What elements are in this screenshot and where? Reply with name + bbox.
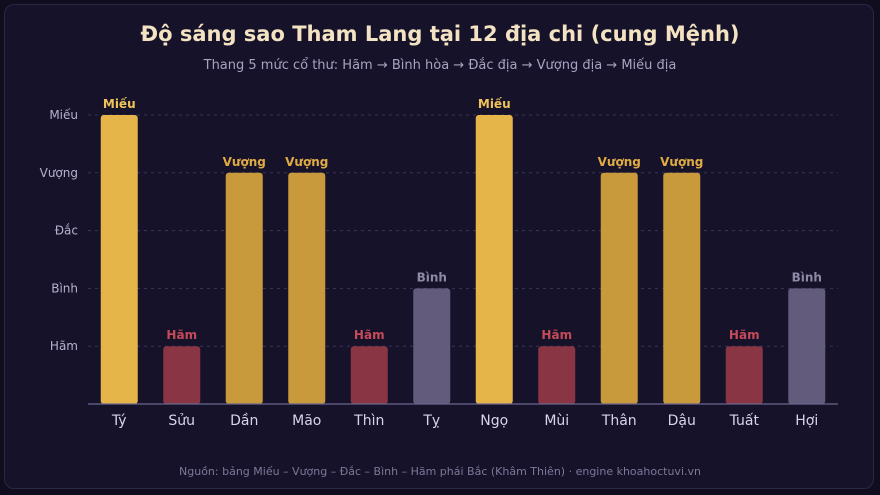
data-label: Vượng bbox=[660, 155, 703, 169]
y-tick-labels: Hãm Bình Đắc Vượng Miếu bbox=[40, 108, 78, 353]
x-tick-label: Dần bbox=[230, 413, 258, 429]
x-tick-label: Mão bbox=[292, 413, 321, 429]
bar-4 bbox=[288, 172, 326, 404]
y-tick-label: Hãm bbox=[50, 339, 78, 353]
bar-1 bbox=[100, 115, 138, 404]
bar-5 bbox=[350, 346, 388, 404]
x-tick-label: Sửu bbox=[168, 413, 195, 429]
chart-title: Độ sáng sao Tham Lang tại 12 địa chi (cu… bbox=[140, 22, 740, 46]
data-label: Bình bbox=[792, 270, 822, 284]
data-label: Hãm bbox=[354, 328, 385, 342]
x-tick-label: Mùi bbox=[544, 413, 569, 429]
chart-frame bbox=[4, 4, 874, 489]
x-tick-label: Ngọ bbox=[480, 413, 508, 429]
chart-source: Nguồn: bảng Miếu – Vượng – Đắc – Bình – … bbox=[179, 465, 701, 478]
y-tick-label: Vượng bbox=[40, 166, 78, 180]
x-tick-label: Hợi bbox=[795, 413, 818, 429]
chart-subtitle: Thang 5 mức cổ thư: Hãm → Bình hòa → Đắc… bbox=[203, 58, 677, 73]
x-tick-label: Dậu bbox=[668, 413, 696, 429]
y-tick-label: Miếu bbox=[49, 108, 78, 122]
data-label: Hãm bbox=[166, 328, 197, 342]
x-tick-label: Thìn bbox=[353, 413, 384, 429]
bar-10 bbox=[663, 172, 701, 404]
data-labels: Miếu Hãm Vượng Vượng Hãm Bình Miếu Hãm Vượng Vượn… bbox=[103, 97, 822, 342]
bar-7 bbox=[475, 115, 513, 404]
bar-2 bbox=[163, 346, 201, 404]
data-label: Vượng bbox=[598, 155, 641, 169]
x-tick-label: Thân bbox=[601, 413, 637, 429]
y-tick-label: Bình bbox=[51, 281, 78, 295]
x-tick-label: Tý bbox=[111, 413, 127, 429]
data-label: Hãm bbox=[541, 328, 572, 342]
bar-12 bbox=[788, 288, 826, 404]
data-label: Hãm bbox=[729, 328, 760, 342]
bars bbox=[100, 115, 826, 404]
x-tick-label: Tuất bbox=[729, 413, 760, 429]
bar-6 bbox=[413, 288, 451, 404]
x-tick-labels: Tý Sửu Dần Mão Thìn Tỵ Ngọ Mùi Thân Dậu Tuất Hợi bbox=[111, 413, 818, 429]
y-tick-label: Đắc bbox=[55, 224, 78, 238]
data-label: Vượng bbox=[285, 155, 328, 169]
bar-11 bbox=[725, 346, 763, 404]
bar-8 bbox=[538, 346, 576, 404]
bar-3 bbox=[225, 172, 263, 404]
data-label: Miếu bbox=[478, 97, 511, 111]
grid-lines bbox=[88, 114, 838, 347]
data-label: Vượng bbox=[223, 155, 266, 169]
x-tick-label: Tỵ bbox=[422, 413, 440, 429]
bar-9 bbox=[600, 172, 638, 404]
data-label: Miếu bbox=[103, 97, 136, 111]
data-label: Bình bbox=[417, 270, 447, 284]
